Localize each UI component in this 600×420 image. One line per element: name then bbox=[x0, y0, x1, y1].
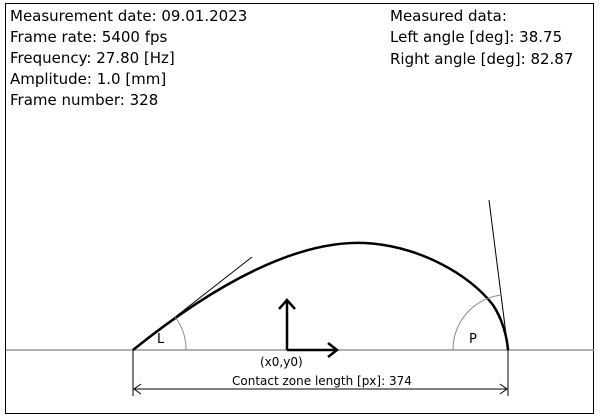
frequency: Frequency: 27.80 [Hz] bbox=[10, 49, 175, 67]
measured-data-panel: Measured data: Left angle [deg]: 38.75 R… bbox=[390, 6, 573, 70]
frame-number: Frame number: 328 bbox=[10, 91, 159, 109]
contact-zone-length-label: Contact zone length [px]: 374 bbox=[232, 374, 412, 388]
origin-label: (x0,y0) bbox=[260, 355, 303, 369]
contact-zone-left-arrow-icon bbox=[133, 383, 142, 395]
measured-data-heading: Measured data: bbox=[390, 7, 507, 25]
contact-zone-right-arrow-icon bbox=[499, 383, 508, 395]
origin-axes-icon bbox=[278, 298, 340, 358]
amplitude: Amplitude: 1.0 [mm] bbox=[10, 70, 167, 88]
left-angle: Left angle [deg]: 38.75 bbox=[390, 28, 563, 46]
frame-border bbox=[5, 3, 594, 414]
right-angle-arc bbox=[452, 294, 502, 351]
left-tangent-line bbox=[132, 256, 253, 351]
right-angle: Right angle [deg]: 82.87 bbox=[390, 50, 574, 68]
right-angle-label: P bbox=[469, 332, 477, 347]
frame-rate: Frame rate: 5400 fps bbox=[10, 28, 168, 46]
measurement-info: Measurement date: 09.01.2023 Frame rate:… bbox=[10, 6, 247, 111]
right-tangent-line bbox=[488, 199, 509, 351]
left-angle-arc bbox=[174, 316, 187, 351]
droplet-profile bbox=[132, 241, 510, 351]
measurement-date: Measurement date: 09.01.2023 bbox=[10, 7, 248, 25]
left-angle-label: L bbox=[157, 332, 165, 347]
